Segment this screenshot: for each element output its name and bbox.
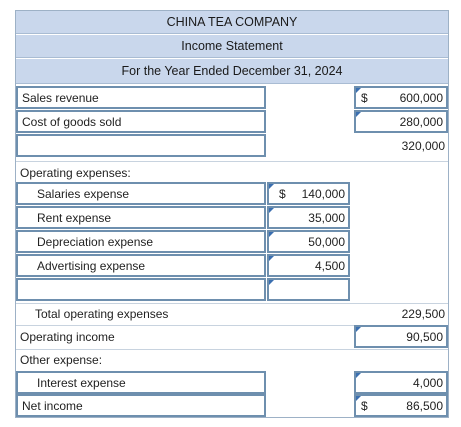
dropdown-marker-icon <box>356 396 361 401</box>
income-statement-sheet: CHINA TEA COMPANY Income Statement For t… <box>15 10 449 418</box>
gross-profit-label-field[interactable] <box>16 134 266 157</box>
cogs-label: Cost of goods sold <box>22 114 122 129</box>
row-advertising-expense: Advertising expense 4,500 <box>16 254 448 277</box>
interest-label: Interest expense <box>37 375 126 390</box>
salaries-amount-field[interactable]: $ 140,000 <box>267 182 350 205</box>
operating-income-value: 90,500 <box>406 329 443 344</box>
rent-value: 35,000 <box>308 210 345 225</box>
dropdown-marker-icon <box>269 280 274 285</box>
operating-income-label: Operating income <box>20 329 115 344</box>
total-opex-value: 229,500 <box>401 306 445 321</box>
dropdown-marker-icon <box>269 256 274 261</box>
row-other-expense: Other expense: <box>16 349 448 371</box>
cogs-label-field[interactable]: Cost of goods sold <box>16 110 266 133</box>
sales-revenue-label: Sales revenue <box>22 90 99 105</box>
net-income-label-field[interactable]: Net income <box>16 394 266 417</box>
row-divider <box>16 161 448 162</box>
total-opex-amount: 229,500 <box>354 302 448 325</box>
row-cost-of-goods-sold: Cost of goods sold 280,000 <box>16 110 448 133</box>
row-divider <box>16 303 448 304</box>
dropdown-marker-icon <box>356 112 361 117</box>
company-name-header: CHINA TEA COMPANY <box>16 11 448 34</box>
depreciation-amount-field[interactable]: 50,000 <box>267 230 350 253</box>
row-salaries-expense: Salaries expense $ 140,000 <box>16 182 448 205</box>
row-sales-revenue: Sales revenue $ 600,000 <box>16 86 448 109</box>
dropdown-marker-icon <box>269 184 274 189</box>
salaries-label-field[interactable]: Salaries expense <box>16 182 266 205</box>
blank-expense-label-field[interactable] <box>16 278 266 301</box>
salaries-value: 140,000 <box>301 186 345 201</box>
blank-expense-amount-field[interactable] <box>267 278 350 301</box>
statement-period: For the Year Ended December 31, 2024 <box>121 64 343 78</box>
advertising-value: 4,500 <box>314 258 345 273</box>
total-opex-heading: Total operating expenses <box>16 302 266 325</box>
dropdown-marker-icon <box>269 232 274 237</box>
dropdown-marker-icon <box>269 208 274 213</box>
other-expense-heading: Other expense: <box>16 349 266 371</box>
advertising-amount-field[interactable]: 4,500 <box>267 254 350 277</box>
gross-profit-amount: 320,000 <box>354 134 448 157</box>
row-total-operating-expenses: Total operating expenses 229,500 <box>16 302 448 325</box>
rent-amount-field[interactable]: 35,000 <box>267 206 350 229</box>
net-income-amount-field[interactable]: $ 86,500 <box>354 394 448 417</box>
dropdown-marker-icon <box>356 327 361 332</box>
operating-income-heading: Operating income <box>16 325 266 348</box>
operating-expenses-heading: Operating expenses: <box>16 162 266 184</box>
row-interest-expense: Interest expense 4,000 <box>16 371 448 394</box>
depreciation-label-field[interactable]: Depreciation expense <box>16 230 266 253</box>
row-depreciation-expense: Depreciation expense 50,000 <box>16 230 448 253</box>
row-blank-expense <box>16 278 448 301</box>
interest-amount-field[interactable]: 4,000 <box>354 371 448 394</box>
row-operating-expenses: Operating expenses: <box>16 162 448 184</box>
statement-title-header: Income Statement <box>16 35 448 58</box>
statement-title: Income Statement <box>181 39 283 53</box>
company-name: CHINA TEA COMPANY <box>166 15 298 29</box>
rent-label: Rent expense <box>37 210 112 225</box>
net-income-value: 86,500 <box>406 398 443 413</box>
operating-expenses-label: Operating expenses: <box>20 166 131 180</box>
other-expense-label: Other expense: <box>20 353 103 367</box>
cogs-value: 280,000 <box>399 114 443 129</box>
gross-profit-value: 320,000 <box>401 138 445 153</box>
depreciation-label: Depreciation expense <box>37 234 154 249</box>
sales-revenue-label-field[interactable]: Sales revenue <box>16 86 266 109</box>
row-gross-profit: 320,000 <box>16 134 448 157</box>
row-operating-income: Operating income 90,500 <box>16 325 448 348</box>
dropdown-marker-icon <box>356 373 361 378</box>
depreciation-value: 50,000 <box>308 234 345 249</box>
row-rent-expense: Rent expense 35,000 <box>16 206 448 229</box>
interest-value: 4,000 <box>412 375 443 390</box>
salaries-dollar-sign: $ <box>279 186 286 201</box>
period-header: For the Year Ended December 31, 2024 <box>16 59 448 84</box>
sales-revenue-value: 600,000 <box>399 90 443 105</box>
operating-income-amount-field[interactable]: 90,500 <box>354 325 448 348</box>
advertising-label-field[interactable]: Advertising expense <box>16 254 266 277</box>
cogs-amount-field[interactable]: 280,000 <box>354 110 448 133</box>
total-opex-label: Total operating expenses <box>35 306 169 321</box>
dropdown-marker-icon <box>356 88 361 93</box>
salaries-label: Salaries expense <box>37 186 130 201</box>
row-net-income: Net income $ 86,500 <box>16 394 448 417</box>
advertising-label: Advertising expense <box>37 258 146 273</box>
row-divider <box>16 349 448 350</box>
sales-revenue-dollar-sign: $ <box>361 90 368 105</box>
net-income-label: Net income <box>22 398 83 413</box>
sales-revenue-amount-field[interactable]: $ 600,000 <box>354 86 448 109</box>
interest-label-field[interactable]: Interest expense <box>16 371 266 394</box>
net-income-dollar-sign: $ <box>361 398 368 413</box>
rent-label-field[interactable]: Rent expense <box>16 206 266 229</box>
row-divider <box>16 325 448 326</box>
